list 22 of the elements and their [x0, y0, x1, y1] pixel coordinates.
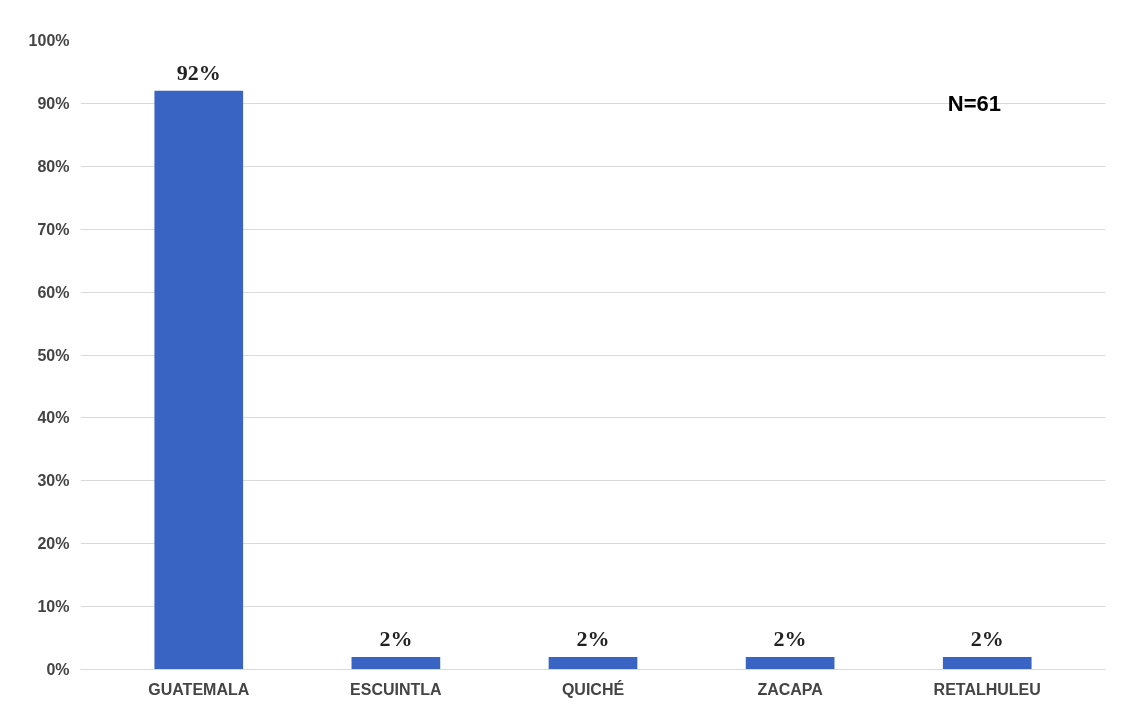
x-tick-label: ESCUINTLA [350, 680, 443, 698]
y-tick-label: 70% [37, 220, 70, 238]
y-tick-label: 80% [37, 157, 70, 175]
x-tick-label: RETALHULEU [933, 680, 1041, 698]
x-tick-label: QUICHÉ [561, 679, 625, 698]
y-tick-label: 40% [37, 409, 70, 427]
y-tick-label: 100% [28, 32, 70, 49]
y-tick-label: 90% [37, 94, 70, 112]
y-tick-label: 20% [37, 535, 70, 553]
y-tick-label: 30% [37, 472, 70, 490]
x-tick-label: GUATEMALA [148, 680, 250, 698]
y-tick-label: 50% [37, 346, 70, 364]
data-label: 2% [773, 625, 807, 651]
data-label: 2% [576, 625, 610, 651]
data-label: 2% [379, 625, 413, 651]
x-tick-label: ZACAPA [757, 680, 824, 698]
data-label: 92% [176, 59, 221, 85]
y-tick-label: 60% [37, 283, 70, 301]
data-label: 2% [970, 625, 1004, 651]
y-tick-label: 0% [46, 661, 70, 678]
y-tick-label: 10% [37, 598, 70, 616]
annotation: N=61 [947, 90, 1002, 116]
